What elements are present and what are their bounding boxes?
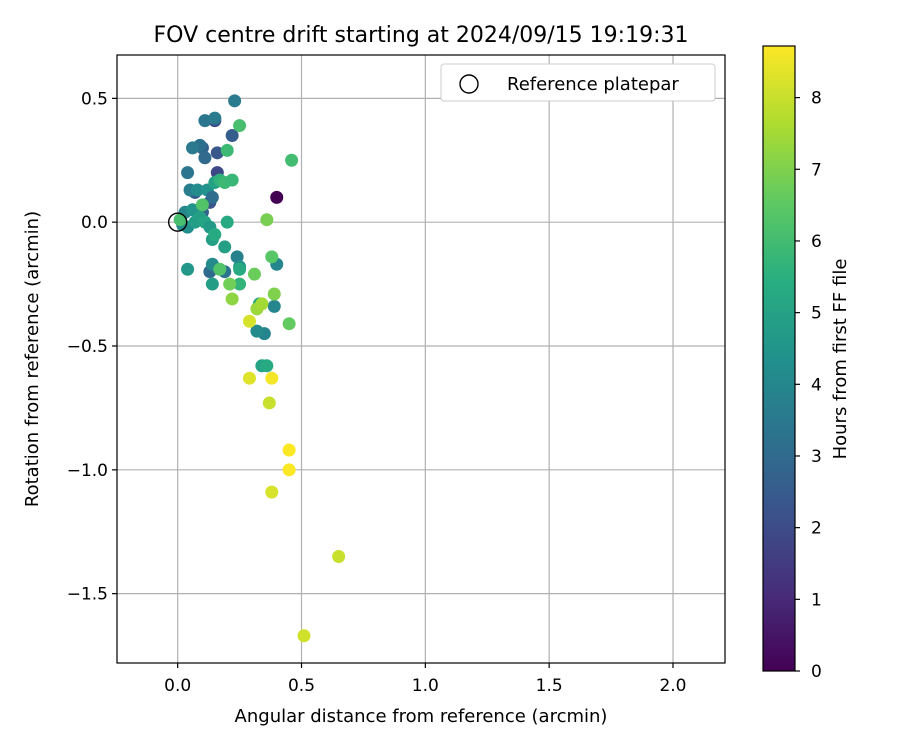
- scatter-point: [225, 128, 239, 142]
- colorbar-ticks: 0 1 2 3 4 5 6 7 8: [795, 89, 822, 682]
- scatter-point: [260, 213, 274, 227]
- scatter-point: [198, 114, 212, 128]
- scatter-point: [260, 359, 274, 373]
- colorbar-tick-label: 7: [811, 160, 822, 180]
- colorbar-tick-label: 5: [811, 304, 822, 324]
- scatter-point: [262, 396, 276, 410]
- scatter-point: [181, 262, 195, 276]
- scatter-point: [267, 287, 281, 301]
- scatter-point: [210, 146, 224, 160]
- scatter-point: [223, 277, 237, 291]
- x-tick-label: 1.5: [536, 676, 563, 696]
- scatter-point: [242, 371, 256, 385]
- colorbar-tick-label: 1: [811, 590, 822, 610]
- scatter-point: [190, 183, 204, 197]
- scatter-point: [205, 190, 219, 204]
- scatter-point: [208, 111, 222, 125]
- legend-entry-reference: Reference platepar: [507, 74, 679, 95]
- chart-title: FOV centre drift starting at 2024/09/15 …: [154, 23, 689, 48]
- colorbar-tick-label: 0: [811, 662, 822, 682]
- scatter-point: [265, 250, 279, 264]
- y-tick-label: −0.5: [67, 337, 108, 357]
- x-gridlines: [177, 55, 674, 663]
- scatter-point: [282, 463, 296, 477]
- scatter-point: [267, 299, 281, 313]
- colorbar-tick-label: 8: [811, 89, 822, 109]
- scatter-point: [208, 228, 222, 242]
- x-tick-label: 1.0: [412, 676, 439, 696]
- y-tick-label: −1.5: [67, 585, 108, 605]
- x-axis-label: Angular distance from reference (arcmin): [235, 706, 608, 727]
- colorbar-tick-label: 4: [811, 375, 822, 395]
- x-axis-ticks: 0.0 0.5 1.0 1.5 2.0: [164, 663, 687, 696]
- legend-box: [440, 63, 716, 102]
- scatter-point: [195, 198, 209, 212]
- scatter-point: [198, 151, 212, 165]
- scatter-point: [282, 443, 296, 457]
- scatter-point: [213, 262, 227, 276]
- scatter-point: [233, 277, 247, 291]
- scatter-point: [218, 240, 232, 254]
- scatter-point: [250, 324, 264, 338]
- colorbar-label: Hours from first FF file: [830, 259, 851, 460]
- y-tick-label: 0.0: [81, 213, 108, 233]
- scatter-point: [220, 143, 234, 157]
- scatter-point: [255, 297, 269, 311]
- scatter-point: [205, 277, 219, 291]
- scatter-point: [181, 166, 195, 180]
- scatter-point: [270, 190, 284, 204]
- legend: Reference platepar: [440, 63, 716, 102]
- colorbar-tick-label: 3: [811, 447, 822, 467]
- y-tick-label: −1.0: [67, 461, 108, 481]
- legend-reference-icon: [459, 74, 479, 94]
- x-tick-label: 0.0: [164, 676, 191, 696]
- scatter-point: [230, 250, 244, 264]
- scatter-point: [282, 317, 296, 331]
- scatter-point: [233, 119, 247, 133]
- x-tick-label: 0.5: [288, 676, 315, 696]
- scatter-point: [173, 213, 187, 227]
- scatter-point: [285, 153, 299, 167]
- scatter-point: [297, 629, 311, 643]
- plot-frame: [116, 54, 726, 664]
- scatter-point: [242, 314, 256, 328]
- reference-platepar-marker: [167, 212, 188, 232]
- scatter-point: [233, 262, 247, 276]
- scatter-point: [228, 94, 242, 108]
- colorbar: [762, 45, 796, 672]
- data-points: [173, 94, 346, 643]
- scatter-point: [225, 292, 239, 306]
- scatter-point: [220, 215, 234, 229]
- colorbar-tick-label: 6: [811, 232, 822, 252]
- scatter-point: [186, 141, 200, 155]
- y-axis-ticks: 0.5 0.0 −0.5 −1.0 −1.5: [67, 89, 117, 605]
- scatter-point: [247, 267, 261, 281]
- scatter-point: [265, 371, 279, 385]
- scatter-point: [265, 485, 279, 499]
- colorbar-tick-label: 2: [811, 519, 822, 539]
- y-tick-label: 0.5: [81, 89, 108, 109]
- scatter-point: [225, 173, 239, 187]
- x-tick-label: 2.0: [659, 676, 686, 696]
- y-axis-label: Rotation from reference (arcmin): [22, 211, 43, 507]
- scatter-point: [332, 550, 346, 564]
